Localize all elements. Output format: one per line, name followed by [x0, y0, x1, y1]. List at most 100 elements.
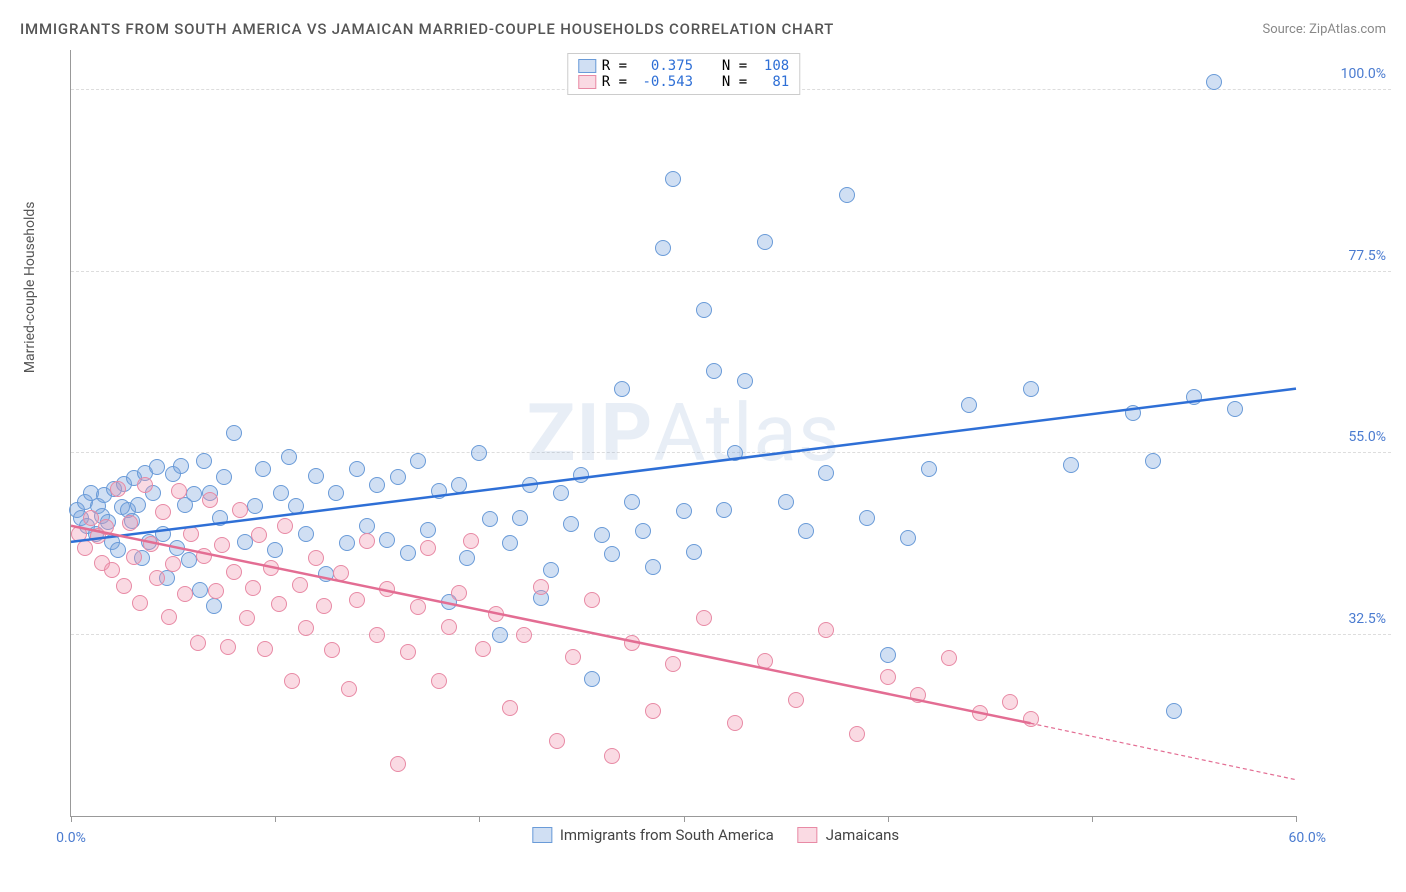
scatter-point	[1125, 405, 1141, 421]
y-tick-label: 77.5%	[1306, 248, 1386, 264]
scatter-point	[122, 515, 138, 531]
scatter-point	[880, 647, 896, 663]
scatter-point	[451, 585, 467, 601]
scatter-point	[149, 570, 165, 586]
legend-row-series1: R = 0.375 N = 108	[578, 58, 789, 74]
x-tick	[71, 816, 72, 822]
scatter-point	[214, 537, 230, 553]
scatter-point	[149, 459, 165, 475]
scatter-point	[239, 610, 255, 626]
x-tick-label: 0.0%	[56, 830, 86, 846]
scatter-point	[328, 485, 344, 501]
scatter-point	[255, 461, 271, 477]
scatter-point	[1023, 711, 1039, 727]
scatter-point	[1166, 703, 1182, 719]
scatter-point	[512, 510, 528, 526]
scatter-point	[516, 627, 532, 643]
scatter-point	[584, 592, 600, 608]
scatter-point	[624, 635, 640, 651]
scatter-point	[492, 627, 508, 643]
scatter-point	[727, 715, 743, 731]
scatter-point	[1002, 694, 1018, 710]
x-tick	[684, 816, 685, 822]
r-value-series2: -0.543	[633, 74, 693, 90]
y-tick-label: 55.0%	[1306, 429, 1386, 445]
legend-row-series2: R = -0.543 N = 81	[578, 74, 789, 90]
scatter-point	[212, 510, 228, 526]
scatter-point	[645, 559, 661, 575]
scatter-point	[420, 522, 436, 538]
scatter-point	[273, 485, 289, 501]
scatter-point	[502, 700, 518, 716]
scatter-point	[116, 578, 132, 594]
scatter-point	[778, 494, 794, 510]
legend-item: Immigrants from South America	[532, 826, 774, 844]
series-legend: Immigrants from South America Jamaicans	[532, 826, 899, 844]
scatter-point	[798, 523, 814, 539]
scatter-point	[565, 649, 581, 665]
scatter-point	[359, 533, 375, 549]
scatter-point	[880, 669, 896, 685]
scatter-point	[543, 562, 559, 578]
scatter-point	[686, 544, 702, 560]
scatter-point	[410, 599, 426, 615]
scatter-point	[475, 641, 491, 657]
x-tick	[1296, 816, 1297, 822]
legend-label: Immigrants from South America	[560, 826, 774, 844]
scatter-point	[226, 425, 242, 441]
scatter-point	[1206, 74, 1222, 90]
scatter-point	[165, 556, 181, 572]
scatter-point	[859, 510, 875, 526]
scatter-point	[232, 502, 248, 518]
x-tick	[479, 816, 480, 822]
scatter-point	[132, 595, 148, 611]
correlation-legend: R = 0.375 N = 108 R = -0.543 N = 81	[567, 53, 800, 95]
scatter-point	[288, 498, 304, 514]
scatter-point	[941, 650, 957, 666]
scatter-point	[298, 620, 314, 636]
chart-container: Married-couple Households ZIPAtlas R = 0…	[40, 50, 1391, 852]
scatter-point	[665, 656, 681, 672]
scatter-point	[665, 171, 681, 187]
gridline-horizontal	[71, 271, 1391, 272]
scatter-point	[143, 536, 159, 552]
scatter-point	[226, 564, 242, 580]
scatter-point	[676, 503, 692, 519]
scatter-point	[645, 703, 661, 719]
scatter-point	[604, 748, 620, 764]
scatter-point	[635, 523, 651, 539]
scatter-point	[316, 598, 332, 614]
scatter-point	[839, 187, 855, 203]
scatter-point	[206, 598, 222, 614]
scatter-point	[349, 461, 365, 477]
scatter-point	[171, 483, 187, 499]
scatter-point	[441, 619, 457, 635]
scatter-point	[177, 586, 193, 602]
scatter-point	[594, 527, 610, 543]
scatter-point	[190, 635, 206, 651]
scatter-point	[655, 240, 671, 256]
scatter-point	[818, 622, 834, 638]
scatter-point	[192, 582, 208, 598]
gridline-horizontal	[71, 634, 1391, 635]
watermark: ZIPAtlas	[527, 386, 840, 480]
scatter-point	[126, 549, 142, 565]
n-value-series1: 108	[753, 58, 789, 74]
scatter-point	[459, 550, 475, 566]
scatter-point	[1063, 457, 1079, 473]
scatter-point	[245, 580, 261, 596]
scatter-point	[308, 550, 324, 566]
scatter-point	[482, 511, 498, 527]
scatter-point	[463, 533, 479, 549]
legend-label: Jamaicans	[826, 826, 899, 844]
scatter-point	[921, 461, 937, 477]
scatter-point	[972, 705, 988, 721]
scatter-point	[533, 579, 549, 595]
scatter-point	[263, 560, 279, 576]
legend-swatch	[532, 827, 552, 843]
scatter-point	[281, 449, 297, 465]
scatter-point	[488, 606, 504, 622]
n-label-1: N =	[722, 58, 747, 74]
scatter-point	[549, 733, 565, 749]
scatter-point	[431, 483, 447, 499]
